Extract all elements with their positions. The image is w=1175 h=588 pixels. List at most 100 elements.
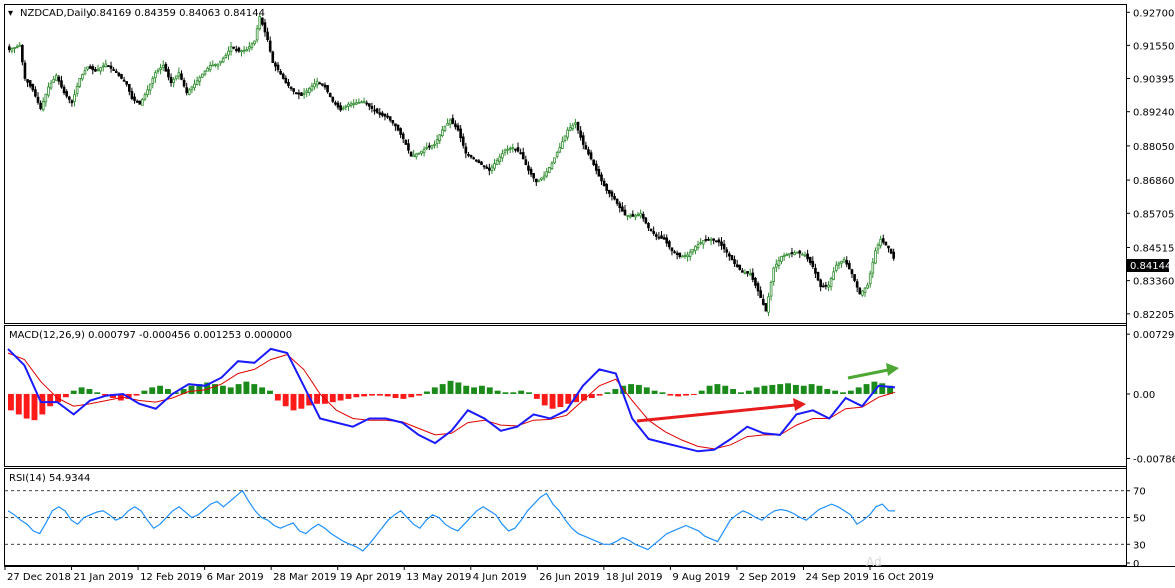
candle xyxy=(592,159,595,167)
macd-histogram-bar xyxy=(408,393,415,398)
candle-body xyxy=(274,62,277,67)
candle xyxy=(743,269,747,275)
candle-body xyxy=(401,133,405,140)
candle-body xyxy=(769,281,773,297)
collapse-triangle-icon[interactable]: ▾ xyxy=(8,8,13,19)
time-tick-label: 9 Aug 2019 xyxy=(672,572,730,583)
candle xyxy=(201,73,204,79)
candle xyxy=(216,63,220,70)
candle xyxy=(190,85,194,94)
price-tick-label: 0.86860 xyxy=(1133,176,1174,187)
candle-body xyxy=(785,254,789,257)
candle xyxy=(654,232,658,241)
macd-histogram-bar xyxy=(792,384,799,394)
candle-body xyxy=(258,16,262,30)
candle-body xyxy=(553,157,556,164)
candle xyxy=(138,100,142,105)
candle xyxy=(315,77,319,89)
candle xyxy=(542,171,546,182)
candle-body xyxy=(735,264,739,267)
candle xyxy=(65,89,69,99)
candle xyxy=(795,251,799,254)
candle xyxy=(326,85,329,94)
macd-histogram-bar xyxy=(565,393,572,404)
candle-body xyxy=(242,49,246,52)
candle xyxy=(615,198,619,206)
time-tick-label: 19 Apr 2019 xyxy=(340,572,402,583)
macd-histogram-bar xyxy=(785,383,791,394)
candle xyxy=(550,161,554,170)
candle-body xyxy=(613,196,616,200)
candle-body xyxy=(31,84,35,91)
candle-body xyxy=(107,65,110,68)
candle-body xyxy=(360,101,363,104)
candle-body xyxy=(756,283,760,292)
candle-body xyxy=(665,237,669,244)
candle-body xyxy=(237,47,241,52)
candle xyxy=(806,249,809,262)
candle-body xyxy=(780,256,783,262)
candle xyxy=(576,121,580,134)
candle xyxy=(861,290,864,297)
candle xyxy=(352,99,355,109)
candle xyxy=(412,149,415,158)
candle-body xyxy=(60,80,63,88)
candle-body xyxy=(866,284,869,289)
candle-body xyxy=(474,159,478,162)
candle xyxy=(811,256,815,269)
symbol-title: NZDCAD,Daily xyxy=(20,8,92,19)
candle xyxy=(224,52,228,59)
candle-body xyxy=(660,235,663,239)
macd-histogram-bar xyxy=(455,382,462,394)
candle-body xyxy=(636,213,640,216)
candle xyxy=(782,252,786,261)
candle xyxy=(195,76,199,86)
candle xyxy=(287,78,290,89)
candle-body xyxy=(354,102,358,105)
candle xyxy=(668,239,671,250)
macd-histogram-bar xyxy=(15,393,22,415)
candle-body xyxy=(67,96,71,100)
candle xyxy=(127,84,131,96)
candle-body xyxy=(161,65,165,69)
candle-body xyxy=(540,177,543,180)
candle xyxy=(688,248,692,261)
candle xyxy=(670,247,674,256)
candle xyxy=(248,41,251,53)
candle xyxy=(628,213,632,219)
candle-body xyxy=(761,298,765,305)
red-divergence-arrow xyxy=(636,398,806,423)
candle xyxy=(761,294,765,306)
macd-histogram-bar xyxy=(251,384,258,394)
candle-body xyxy=(195,80,199,85)
macd-histogram-bar xyxy=(376,393,383,396)
macd-histogram-bar xyxy=(714,384,721,394)
candle-body xyxy=(743,272,747,275)
candle-body xyxy=(289,86,293,89)
candle-body xyxy=(154,72,157,79)
macd-histogram-bar xyxy=(463,385,470,394)
macd-histogram-bar xyxy=(400,393,407,399)
macd-histogram-bar xyxy=(94,392,101,394)
macd-histogram-bar xyxy=(384,393,391,397)
candle-body xyxy=(639,213,642,217)
candle-body xyxy=(545,171,549,177)
candle-body xyxy=(649,228,653,232)
candle-body xyxy=(99,67,102,72)
macd-histogram-bar xyxy=(635,384,642,394)
macd-histogram-bar xyxy=(306,393,313,406)
candle xyxy=(540,177,543,182)
candle-body xyxy=(725,249,729,253)
candle-body xyxy=(589,152,593,160)
candle-body xyxy=(78,77,82,87)
candle-body xyxy=(313,83,316,88)
candle-body xyxy=(193,83,196,89)
candle xyxy=(608,189,611,198)
price-axis: 0.92700 0.91550 0.90395 0.89240 0.88050 0.868… xyxy=(1126,8,1174,321)
macd-histogram-bar xyxy=(337,393,344,401)
candle-body xyxy=(114,70,118,74)
macd-histogram-bar xyxy=(133,393,140,396)
macd-histogram-bar xyxy=(667,393,674,396)
candle-body xyxy=(75,86,79,94)
candle xyxy=(477,159,481,164)
